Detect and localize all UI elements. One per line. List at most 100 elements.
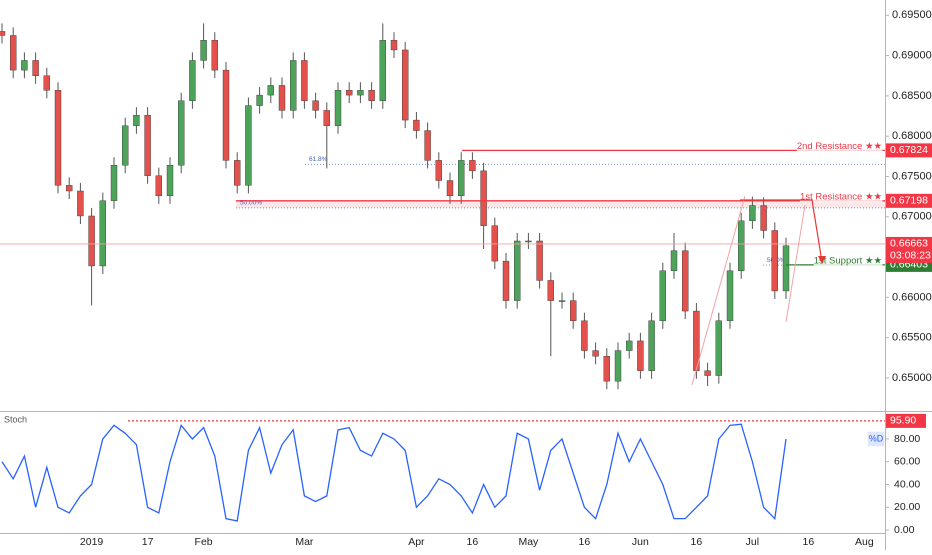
candle-body xyxy=(402,49,409,121)
level-price-label: 0.67824 xyxy=(890,144,928,156)
level-label: 1st Resistance ★★ xyxy=(800,191,882,202)
level-price-box xyxy=(886,143,932,158)
indicator-title: Stoch xyxy=(4,414,27,424)
candle-body xyxy=(166,165,174,197)
candle-body xyxy=(267,85,274,96)
legend-label: %D xyxy=(869,433,884,443)
candle-body xyxy=(760,205,767,231)
candle-body xyxy=(446,180,454,197)
fib-label: 50.00% xyxy=(240,200,262,207)
x-tick-label: 16 xyxy=(467,536,479,548)
candle-body xyxy=(177,100,185,166)
candle-body xyxy=(133,115,140,126)
level-label: 2nd Resistance ★★ xyxy=(797,141,883,152)
candle-body xyxy=(435,160,442,181)
candle-body xyxy=(424,130,431,161)
candle-body xyxy=(480,170,487,226)
candle-body xyxy=(211,40,219,71)
candle-body xyxy=(715,320,722,376)
candle-body xyxy=(334,90,342,126)
y-tick-label: 0.68000 xyxy=(892,130,932,142)
y-tick-label: 0.00 xyxy=(894,524,915,536)
candle-body xyxy=(771,230,778,292)
level-label-bg xyxy=(800,191,883,203)
x-tick-label: Feb xyxy=(195,536,213,548)
level-label-bg xyxy=(813,255,883,267)
candle-body xyxy=(256,94,263,106)
x-tick-label: 16 xyxy=(691,536,703,548)
candle-body xyxy=(357,90,364,96)
x-tick-label: 2019 xyxy=(80,536,104,548)
x-tick-label: Jun xyxy=(632,536,649,548)
y-tick-label: 0.69000 xyxy=(892,50,932,62)
candle-body xyxy=(32,60,39,76)
countdown-label: 03:08:23 xyxy=(890,250,931,262)
candle-body xyxy=(54,90,62,186)
candle-body xyxy=(245,105,252,186)
candle-body xyxy=(614,350,622,382)
candle-body xyxy=(558,300,566,302)
candle-body xyxy=(379,40,386,101)
candle-body xyxy=(637,340,644,371)
y-tick-label: 40.00 xyxy=(894,478,920,490)
candle-body xyxy=(458,160,465,197)
candle-body xyxy=(290,60,297,111)
y-tick-label: 0.67000 xyxy=(892,211,932,223)
x-tick-label: Jul xyxy=(746,536,759,548)
level-price-box xyxy=(886,193,932,208)
candle-body xyxy=(43,75,50,91)
arrow xyxy=(740,199,823,263)
candle-body xyxy=(121,125,129,166)
current-price-box xyxy=(886,236,932,263)
candle-body xyxy=(88,215,95,267)
candle-body xyxy=(278,85,286,111)
candle-body xyxy=(749,205,756,222)
candle-body xyxy=(581,320,588,351)
candle-body xyxy=(469,160,476,172)
candle-body xyxy=(21,60,28,71)
y-tick-label: 60.00 xyxy=(894,456,920,468)
projection-line xyxy=(691,195,746,386)
x-tick-label: Aug xyxy=(855,536,874,548)
y-tick-label: 0.68500 xyxy=(892,90,932,102)
level-price-label: 0.67198 xyxy=(890,195,928,207)
y-tick-label: 0.66000 xyxy=(892,291,932,303)
candle-body xyxy=(390,40,398,51)
candle-body xyxy=(99,200,107,267)
candle-body xyxy=(200,40,207,61)
level-label-bg xyxy=(796,140,883,152)
candle-body xyxy=(670,250,678,271)
candle-body xyxy=(782,245,790,292)
current-price-label: 0.66663 xyxy=(890,238,928,250)
stoch-line xyxy=(1,423,787,522)
x-tick-label: Mar xyxy=(295,536,314,548)
candle-body xyxy=(155,175,163,197)
candle-body xyxy=(312,100,319,111)
reference-box xyxy=(886,413,926,428)
candle-body xyxy=(659,270,666,321)
candle-body xyxy=(222,69,230,161)
candle-body xyxy=(368,90,375,101)
candle-body xyxy=(525,240,532,243)
candle-body xyxy=(491,225,498,262)
candle-body xyxy=(726,270,734,321)
arrow-head xyxy=(818,256,826,264)
candle-body xyxy=(323,110,330,126)
y-tick-label: 0.65500 xyxy=(892,332,932,344)
annotation-arrows xyxy=(691,195,826,386)
candle-body xyxy=(592,350,599,357)
candle-body xyxy=(0,31,6,36)
candle-body xyxy=(547,280,554,301)
y-tick-label: 80.00 xyxy=(894,433,920,445)
candle-body xyxy=(536,240,543,281)
candle-body xyxy=(346,90,353,96)
fib-label: 61.8% xyxy=(309,156,328,163)
candle-body xyxy=(603,356,610,382)
candle-body xyxy=(648,320,655,371)
candle-body xyxy=(233,160,241,186)
y-tick-label: 0.67500 xyxy=(892,170,932,182)
x-tick-label: 16 xyxy=(803,536,815,548)
x-tick-label: Apr xyxy=(408,536,425,548)
